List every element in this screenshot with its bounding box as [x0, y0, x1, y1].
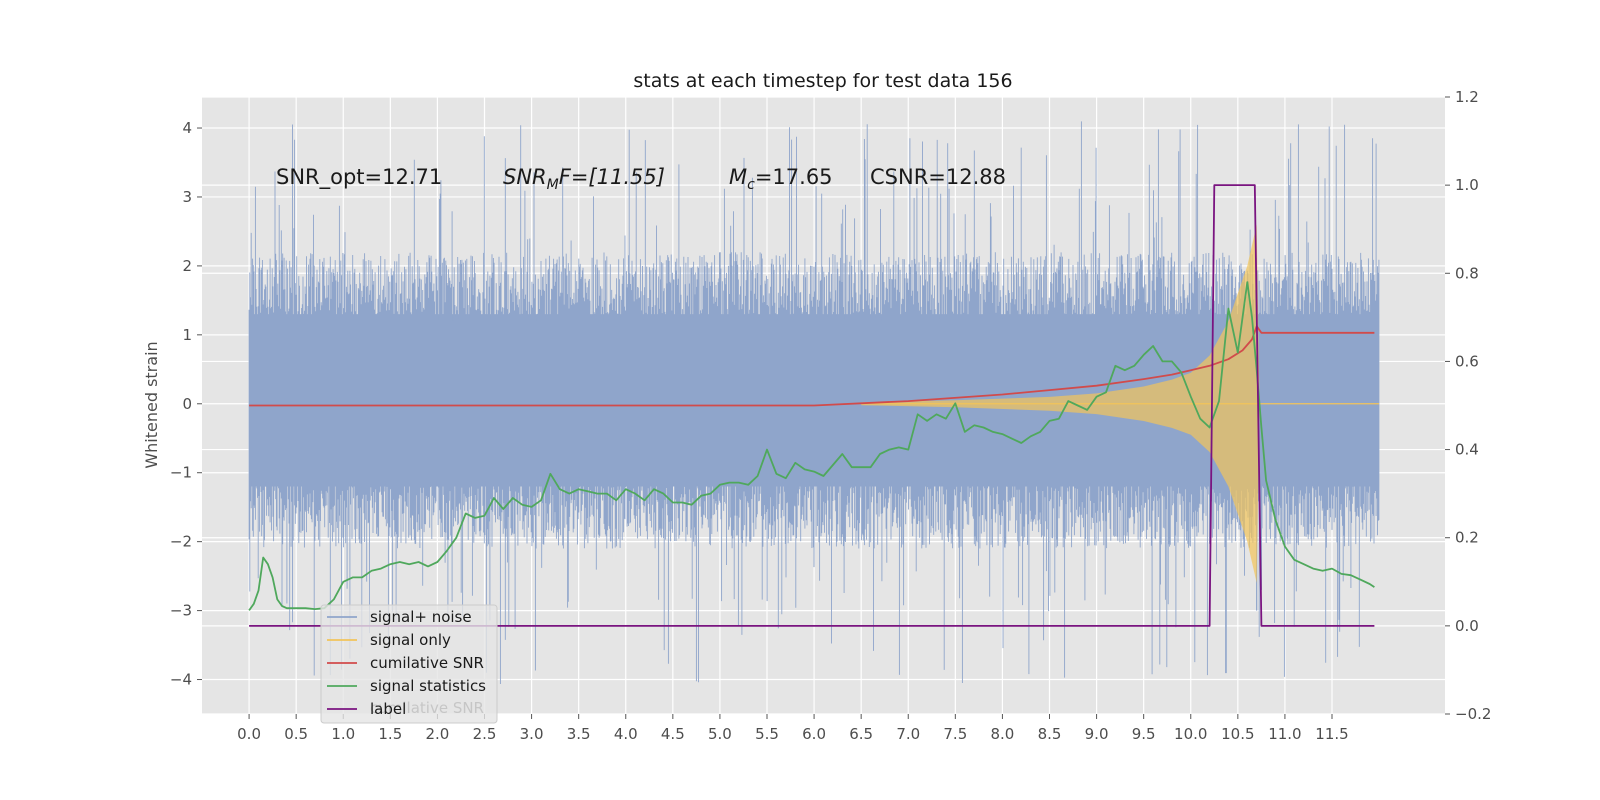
x-tick-label: 8.5 [1038, 725, 1062, 743]
x-tick-label: 5.0 [708, 725, 732, 743]
y2-tick-label: 0.4 [1455, 441, 1479, 459]
y-tick-label: 1 [182, 326, 192, 344]
chart-title: stats at each timestep for test data 156 [633, 70, 1012, 92]
y2-tick-label: 0.6 [1455, 352, 1479, 370]
x-tick-label: 4.5 [661, 725, 685, 743]
x-tick-label: 2.5 [473, 725, 497, 743]
x-tick-label: 7.5 [943, 725, 967, 743]
x-tick-label: 3.0 [520, 725, 544, 743]
annotation-csnr: CSNR=12.88 [870, 165, 1006, 189]
y2-tick-label: −0.2 [1455, 705, 1491, 723]
legend-label: signal only [370, 631, 451, 649]
y2-tick-label: 1.0 [1455, 176, 1479, 194]
y-tick-label: 0 [182, 395, 192, 413]
x-tick-label: 9.5 [1132, 725, 1156, 743]
x-tick-label: 4.0 [614, 725, 638, 743]
legend-label: label [370, 700, 406, 718]
y-tick-label: −3 [170, 602, 192, 620]
y-tick-label: −2 [170, 533, 192, 551]
legend-label: signal statistics [370, 677, 486, 695]
x-tick-label: 11.5 [1315, 725, 1348, 743]
y-tick-label: 4 [182, 119, 192, 137]
legend-box [320, 604, 498, 724]
y2-tick-label: 0.8 [1455, 264, 1479, 282]
x-tick-label: 9.0 [1085, 725, 1109, 743]
x-tick-label: 3.5 [567, 725, 591, 743]
x-tick-label: 8.0 [990, 725, 1014, 743]
y2-tick-label: 0.2 [1455, 529, 1479, 547]
x-tick-label: 10.0 [1174, 725, 1207, 743]
x-tick-label: 1.0 [331, 725, 355, 743]
legend-entries: signal+ noise signal only cumilative SNR si… [327, 608, 486, 718]
x-tick-label: 10.5 [1221, 725, 1254, 743]
series-label [249, 184, 1375, 627]
y-axis-label: Whitened strain [142, 341, 161, 468]
x-tick-label: 6.5 [849, 725, 873, 743]
series-signal-statistics [248, 281, 1375, 611]
x-tick-label: 0.0 [237, 725, 261, 743]
legend-label: cumilative SNR [370, 654, 484, 672]
x-tick-label: 6.0 [802, 725, 826, 743]
signal-only-series [861, 224, 1380, 583]
legend: cumilative SNR signal+ noise signal only c… [320, 604, 498, 724]
legend-label: signal+ noise [370, 608, 472, 626]
y-tick-label: 2 [182, 257, 192, 275]
right-axis-series [248, 184, 1375, 627]
x-tick-label: 2.0 [425, 725, 449, 743]
annotations: SNR_opt=12.71 SNRMF=[11.55] Mc=17.65 CSN… [276, 165, 1006, 193]
x-tick-label: 11.0 [1268, 725, 1301, 743]
x-tick-label: 5.5 [755, 725, 779, 743]
y2-tick-label: 1.2 [1455, 88, 1479, 106]
annotation-snr-mf: SNRMF=[11.55] [503, 165, 665, 193]
x-tick-label: 0.5 [284, 725, 308, 743]
y2-tick-label: 0.0 [1455, 617, 1479, 635]
y-tick-label: −1 [170, 464, 192, 482]
annotation-snr-opt: SNR_opt=12.71 [276, 165, 442, 190]
x-tick-label: 1.5 [378, 725, 402, 743]
x-tick-label: 7.0 [896, 725, 920, 743]
axes: 0.0 0.5 1.0 1.5 2.0 2.5 3.0 3.5 4.0 4.5 5.0 5.5 6.0 6… [170, 88, 1492, 743]
legend-hidden-text: cumilative SNR [370, 699, 484, 717]
annotation-chirp-mass: Mc=17.65 [729, 165, 833, 193]
y-tick-label: −4 [170, 671, 192, 689]
y-tick-label: 3 [182, 188, 192, 206]
